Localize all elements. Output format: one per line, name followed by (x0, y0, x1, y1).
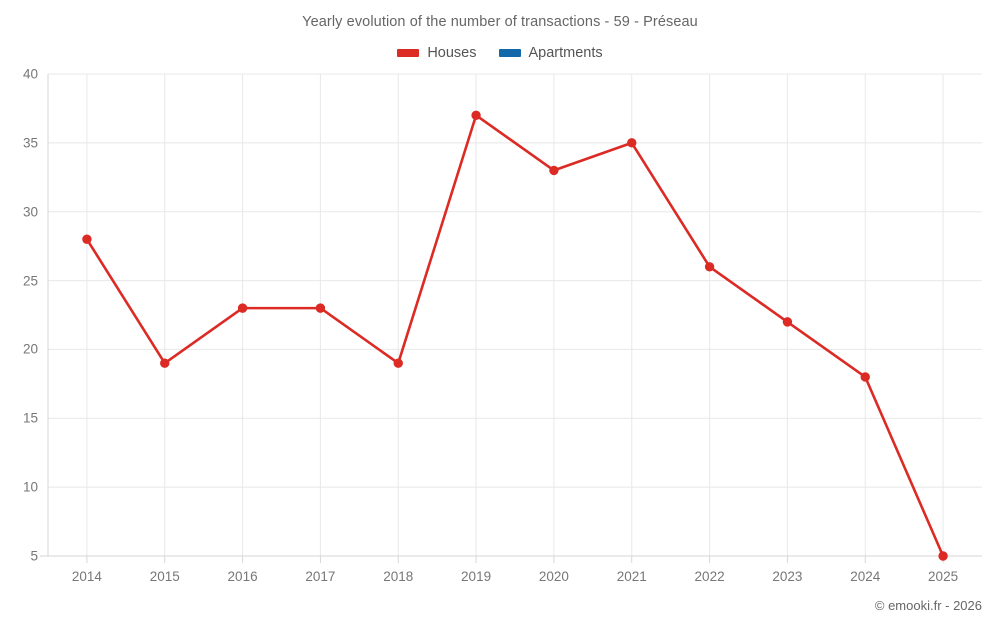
x-axis-tick-label: 2017 (305, 569, 336, 584)
y-axis-tick-label: 35 (22, 135, 38, 151)
data-point-houses[interactable] (82, 234, 92, 244)
data-point-houses[interactable] (627, 138, 637, 148)
x-axis-tick-label: 2021 (616, 569, 647, 584)
legend-swatch-apartments-icon (498, 49, 521, 57)
x-axis-tick-label: 2020 (538, 569, 569, 584)
legend-item-houses[interactable]: Houses (397, 45, 477, 61)
footer-credit: © emooki.fr - 2026 (874, 598, 982, 613)
legend-item-apartments[interactable]: Apartments (498, 45, 603, 61)
y-axis-tick-label: 10 (22, 479, 38, 495)
data-point-houses[interactable] (237, 303, 248, 313)
y-axis-tick-label: 40 (22, 66, 38, 82)
y-axis-tick-label: 20 (22, 341, 38, 357)
y-axis-tick-label: 15 (22, 410, 38, 426)
data-point-houses[interactable] (549, 165, 559, 176)
y-axis-tick-label: 25 (22, 273, 38, 289)
x-axis-tick-label: 2018 (383, 569, 414, 584)
x-axis-tick-label: 2015 (149, 569, 180, 584)
series-line-houses (85, 114, 945, 558)
data-point-houses[interactable] (704, 262, 715, 272)
x-axis-tick-label: 2016 (227, 569, 258, 584)
chart-title: Yearly evolution of the number of transa… (302, 14, 698, 30)
x-axis-tick-label: 2023 (772, 569, 803, 584)
data-point-houses[interactable] (160, 358, 170, 368)
data-point-houses[interactable] (315, 303, 326, 313)
legend-label-houses: Houses (427, 45, 477, 61)
x-axis-tick-label: 2024 (850, 569, 881, 584)
data-point-houses[interactable] (471, 110, 481, 121)
x-axis-tick-label: 2019 (461, 569, 492, 584)
chart-legend: Houses Apartments (0, 45, 1000, 61)
data-point-houses[interactable] (782, 317, 793, 327)
legend-swatch-houses-icon (397, 49, 420, 57)
legend-label-apartments: Apartments (528, 45, 603, 61)
x-axis-tick-label: 2014 (71, 569, 102, 584)
data-point-houses[interactable] (860, 372, 870, 382)
y-axis-tick-label: 5 (30, 548, 38, 564)
x-axis-tick-label: 2025 (928, 569, 959, 584)
data-point-houses[interactable] (393, 358, 403, 368)
x-axis-tick-label: 2022 (694, 569, 725, 584)
data-point-houses[interactable] (938, 551, 948, 561)
y-axis-tick-label: 30 (22, 204, 38, 220)
